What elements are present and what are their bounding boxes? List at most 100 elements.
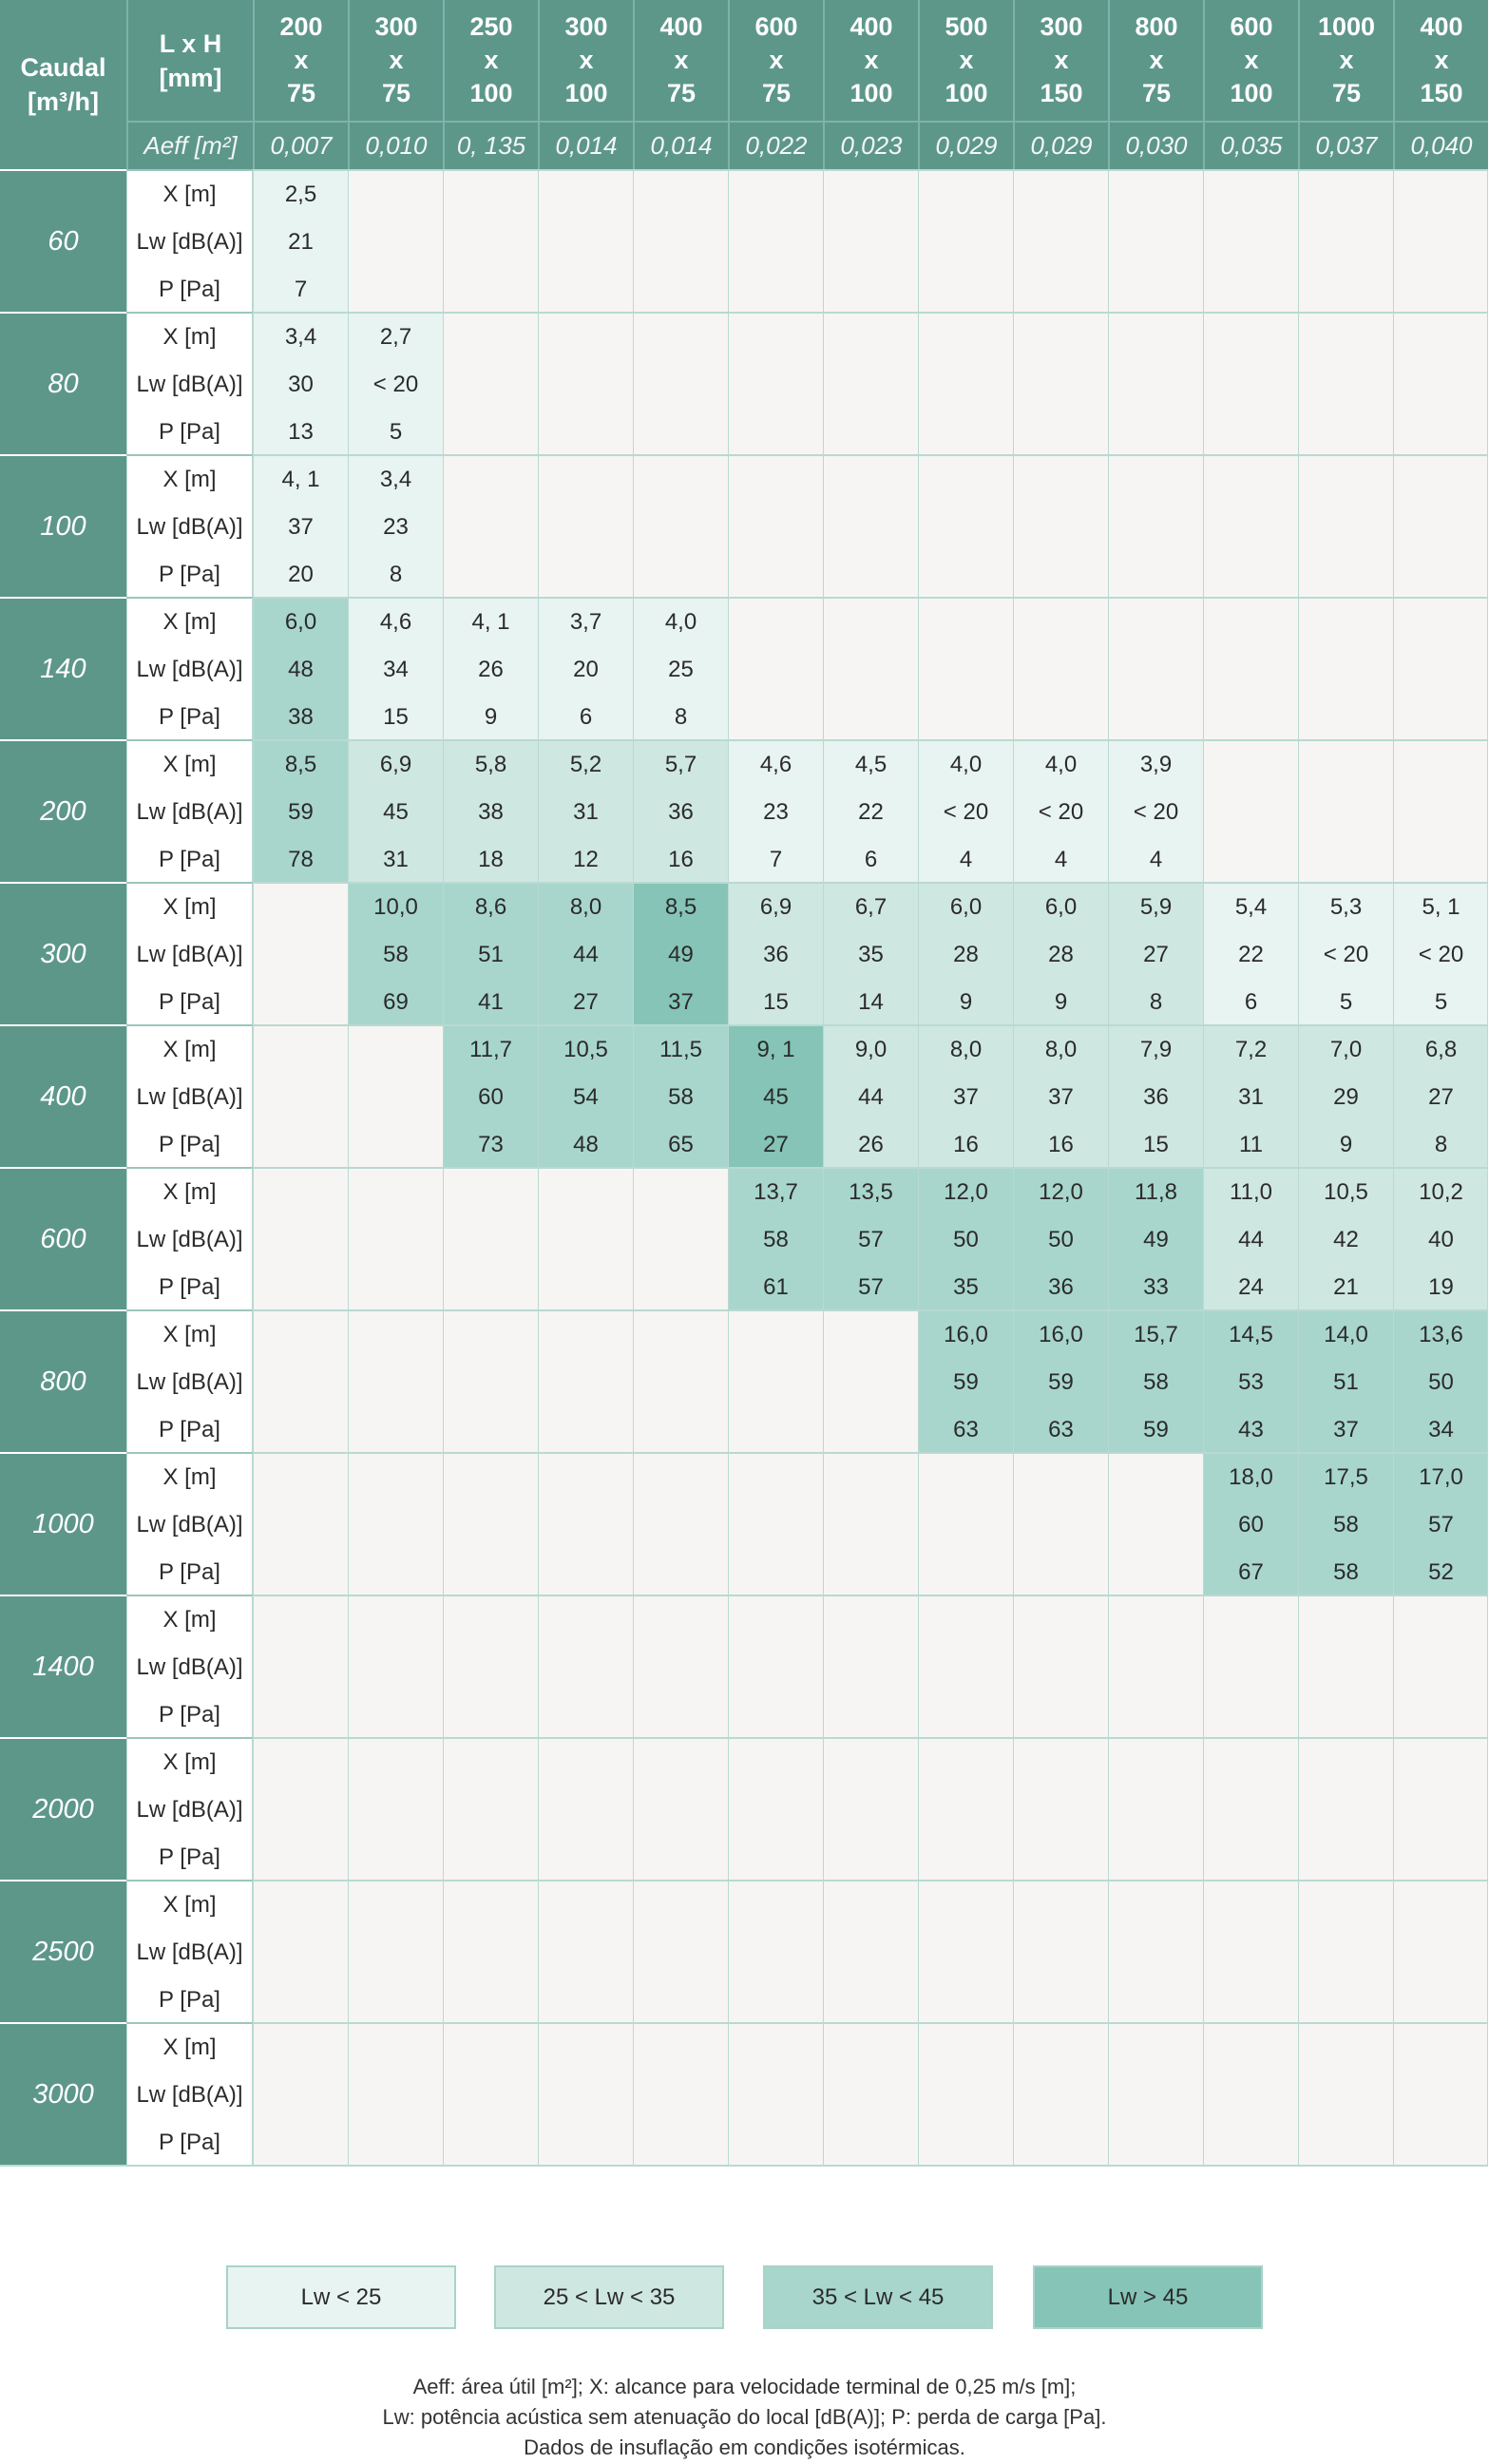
empty-cell <box>443 454 538 597</box>
cell-value: 21 <box>1333 1274 1359 1300</box>
empty-cell <box>823 1595 918 1737</box>
row-label: P [Pa] <box>159 1844 220 1870</box>
column-header: 600 x 75 <box>728 0 823 121</box>
row-label: X [m] <box>162 1749 217 1775</box>
cell-value: 11,7 <box>469 1037 512 1062</box>
empty-cell <box>443 1880 538 2022</box>
empty-cell <box>823 312 918 454</box>
empty-cell <box>1013 1737 1108 1880</box>
data-cell: 7,0 29 9 <box>1298 1024 1393 1167</box>
cell-value: 43 <box>1238 1417 1264 1442</box>
data-cell: 5,8 38 18 <box>443 739 538 882</box>
cell-value: 49 <box>1143 1227 1169 1252</box>
lxh-header-label: L x H <box>159 29 222 58</box>
empty-cell <box>1108 2022 1203 2165</box>
empty-cell <box>633 2022 728 2165</box>
row-label: Lw [dB(A)] <box>136 1939 243 1965</box>
cell-value: 8 <box>1149 989 1163 1015</box>
data-cell: 4, 1 26 9 <box>443 597 538 739</box>
cell-value: 59 <box>288 799 314 825</box>
column-dim-w: 300 <box>1040 12 1083 41</box>
performance-table: Caudal [m³/h] L x H [mm] Aeff [m²] 200 x 7… <box>0 0 1488 2167</box>
cell-value: 5 <box>389 419 403 445</box>
cell-value: 36 <box>668 799 694 825</box>
cell-value: 22 <box>1238 942 1264 967</box>
empty-cell <box>538 1880 633 2022</box>
cell-value: 4 <box>959 847 973 872</box>
data-cell: 5,9 27 8 <box>1108 882 1203 1024</box>
cell-value: 36 <box>1048 1274 1074 1300</box>
cell-value: 51 <box>478 942 504 967</box>
cell-value: 37 <box>1333 1417 1359 1442</box>
legend-item: 25 < Lw < 35 <box>494 2265 724 2329</box>
empty-cell <box>823 1880 918 2022</box>
data-cell: 7,2 31 11 <box>1203 1024 1298 1167</box>
data-cell: 4,0 < 20 4 <box>1013 739 1108 882</box>
empty-cell <box>1298 312 1393 454</box>
data-cell: 6,0 28 9 <box>1013 882 1108 1024</box>
row-label-group: X [m] Lw [dB(A)] P [Pa] <box>126 1880 253 2022</box>
cell-value: 37 <box>1048 1084 1074 1110</box>
empty-cell <box>633 454 728 597</box>
flow-rate-cell: 800 <box>0 1309 126 1452</box>
column-dim-x: x <box>294 46 309 74</box>
row-label: P [Pa] <box>159 1274 220 1300</box>
cell-value: 5,3 <box>1329 894 1363 920</box>
cell-value: 35 <box>858 942 884 967</box>
cell-value: 29 <box>1333 1084 1359 1110</box>
cell-value: 10,2 <box>1419 1179 1463 1205</box>
empty-cell <box>1108 597 1203 739</box>
cell-value: 50 <box>1428 1369 1454 1395</box>
empty-cell <box>1203 312 1298 454</box>
empty-cell <box>1108 454 1203 597</box>
cell-value: < 20 <box>943 799 989 825</box>
empty-cell <box>918 454 1013 597</box>
flow-rate-cell: 80 <box>0 312 126 454</box>
cell-value: < 20 <box>1133 799 1179 825</box>
cell-value: 8,6 <box>474 894 507 920</box>
data-cell: 6,0 48 38 <box>253 597 348 739</box>
column-dim-w: 600 <box>754 12 798 41</box>
empty-cell <box>633 1595 728 1737</box>
data-cell: 9,0 44 26 <box>823 1024 918 1167</box>
cell-value: 6 <box>864 847 878 872</box>
column-dim-x: x <box>389 46 404 74</box>
column-aeff: 0,023 <box>823 121 918 169</box>
empty-cell <box>253 1880 348 2022</box>
column-dim-h: 75 <box>666 79 697 107</box>
cell-value: 40 <box>1428 1227 1454 1252</box>
empty-cell <box>918 2022 1013 2165</box>
row-label: P [Pa] <box>159 1417 220 1442</box>
cell-value: 6,9 <box>759 894 792 920</box>
caudal-header-label: Caudal <box>20 53 106 82</box>
cell-value: 6 <box>579 704 593 730</box>
cell-value: 12 <box>573 847 599 872</box>
column-dim-x: x <box>959 46 974 74</box>
cell-value: 12,0 <box>944 1179 988 1205</box>
cell-value: 15,7 <box>1134 1322 1178 1347</box>
cell-value: 4,0 <box>949 752 983 777</box>
column-dim-h: 75 <box>761 79 792 107</box>
empty-cell <box>633 1880 728 2022</box>
empty-cell <box>823 1452 918 1595</box>
cell-value: 51 <box>1333 1369 1359 1395</box>
data-cell: 4,0 < 20 4 <box>918 739 1013 882</box>
empty-cell <box>1108 1737 1203 1880</box>
column-dim-x: x <box>864 46 879 74</box>
cell-value: 57 <box>858 1227 884 1252</box>
column-dim-w: 300 <box>374 12 418 41</box>
cell-value: 38 <box>478 799 504 825</box>
cell-value: 11,0 <box>1230 1179 1272 1205</box>
empty-cell <box>538 312 633 454</box>
cell-value: 25 <box>668 657 694 682</box>
empty-cell <box>538 2022 633 2165</box>
cell-value: 63 <box>953 1417 979 1442</box>
lxh-header-unit: [mm] <box>159 63 222 92</box>
column-aeff: 0,030 <box>1108 121 1203 169</box>
column-dim-x: x <box>1434 46 1449 74</box>
cell-value: 18 <box>478 847 504 872</box>
empty-cell <box>443 1167 538 1309</box>
cell-value: 4,5 <box>854 752 888 777</box>
flow-rate-cell: 60 <box>0 169 126 312</box>
cell-value: 65 <box>668 1132 694 1157</box>
